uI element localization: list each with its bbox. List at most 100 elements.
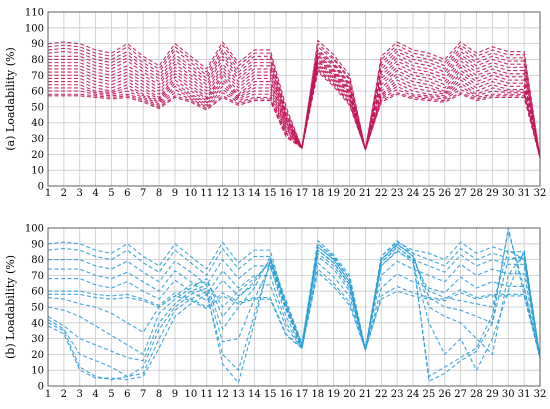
y-tick-label: 110 [25, 8, 44, 19]
x-tick-label: 2 [61, 389, 67, 400]
series-line-b-13 [47, 246, 541, 358]
x-tick-label: 25 [423, 188, 436, 199]
y-tick-label: 10 [31, 166, 44, 177]
series-line-b-6 [48, 268, 541, 358]
y-tick-label: 0 [38, 382, 44, 393]
x-tick-label: 6 [124, 188, 130, 199]
x-tick-label: 5 [108, 389, 114, 400]
x-tick-label: 27 [454, 389, 467, 400]
y-tick-label: 20 [31, 350, 44, 361]
y-tick-label: 80 [31, 55, 44, 66]
x-tick-label: 12 [216, 389, 229, 400]
x-tick-label: 17 [296, 188, 309, 199]
y-tick-label: 70 [31, 71, 44, 82]
y-tick-label: 60 [31, 87, 44, 98]
x-tick-label: 29 [486, 188, 499, 199]
x-tick-label: 10 [184, 389, 197, 400]
x-tick-label: 27 [454, 188, 467, 199]
series-line-a-18 [48, 71, 541, 158]
x-tick-label: 8 [156, 389, 162, 400]
plot-area [48, 12, 540, 186]
x-tick-label: 13 [232, 389, 245, 400]
x-tick-label: 15 [264, 389, 277, 400]
x-tick-label: 29 [486, 389, 499, 400]
series-line-a-10 [48, 58, 541, 158]
y-tick-label: 40 [31, 318, 44, 329]
x-tick-label: 13 [232, 188, 245, 199]
x-tick-label: 3 [77, 188, 83, 199]
y-tick-label: 40 [31, 118, 44, 129]
x-tick-label: 1 [45, 188, 51, 199]
x-tick-label: 18 [311, 188, 324, 199]
x-tick-label: 26 [438, 389, 451, 400]
series-line-a-16 [48, 68, 541, 158]
x-tick-label: 30 [502, 389, 515, 400]
y-tick-label: 80 [31, 255, 44, 266]
series-line-b-3 [48, 249, 541, 358]
x-tick-label: 17 [296, 389, 309, 400]
panel-b-chart: 1 2 3 4 5 6 7 8 9 10 11 12 13 14 15 16 17 18 19 20 21 22 23 24 2… [4, 224, 546, 401]
panel-a-chart: 1 2 3 4 5 6 7 8 9 10 11 12 13 14 15 16 17 18 19 20 21 22 23 24 2… [4, 8, 546, 200]
y-tick-label: 100 [25, 23, 44, 34]
x-tick-label: 7 [140, 188, 146, 199]
series-line-b-12 [47, 243, 541, 358]
x-tick-label: 3 [77, 389, 83, 400]
x-tick-label: 2 [61, 188, 67, 199]
series-line-a-14 [48, 65, 541, 158]
x-tick-label: 21 [359, 188, 372, 199]
series-line-a-2 [47, 43, 541, 158]
x-tick-label: 23 [391, 389, 404, 400]
series-line-a-17 [48, 69, 541, 158]
x-tick-label: 22 [375, 389, 388, 400]
series-line-b-2 [47, 243, 541, 358]
y-tick-label: 100 [25, 224, 44, 235]
x-tick-label: 9 [172, 188, 178, 199]
y-tick-label: 60 [31, 287, 44, 298]
series-line-a-11 [48, 60, 541, 158]
series-line-b-8 [47, 227, 541, 384]
y-tick-label: 70 [31, 271, 44, 282]
x-tick-label: 24 [407, 389, 420, 400]
x-tick-label: 31 [518, 188, 531, 199]
x-tick-label: 10 [184, 188, 197, 199]
series-line-a-9 [48, 57, 541, 158]
series-line-b-5 [48, 262, 541, 358]
series-line-a-12 [48, 62, 541, 158]
x-tick-label: 28 [470, 188, 483, 199]
x-tick-label: 20 [343, 188, 356, 199]
plot-frame [47, 11, 541, 187]
y-tick-label: 90 [31, 39, 44, 50]
series-line-a-6 [48, 52, 541, 158]
y-tick-label: 90 [31, 239, 44, 250]
y-tick-label: 50 [31, 303, 44, 314]
x-tick-label: 9 [172, 389, 178, 400]
series-line-a-8 [48, 55, 541, 158]
x-tick-label: 6 [124, 389, 130, 400]
x-tick-label: 23 [391, 188, 404, 199]
x-tick-label: 24 [407, 188, 420, 199]
x-tick-label: 12 [216, 188, 229, 199]
x-tick-label: 25 [423, 389, 436, 400]
y-tick-label: 20 [31, 150, 44, 161]
x-tick-label: 19 [327, 188, 340, 199]
x-tick-label: 18 [311, 389, 324, 400]
x-tick-label: 11 [200, 389, 213, 400]
y-axis-title: (b) Loadability (%) [4, 255, 17, 359]
x-tick-label: 15 [264, 188, 277, 199]
x-tick-label: 4 [92, 188, 98, 199]
x-tick-label: 31 [518, 389, 531, 400]
series-line-a-7 [48, 54, 541, 158]
series-line-b-7 [48, 271, 541, 358]
x-tick-label: 32 [534, 188, 547, 199]
y-tick-label: 50 [31, 102, 44, 113]
x-tick-label: 7 [140, 389, 146, 400]
series-line-a-1 [47, 39, 541, 158]
x-tick-label: 14 [248, 389, 261, 400]
x-tick-label: 21 [359, 389, 372, 400]
x-tick-label: 14 [248, 188, 261, 199]
y-tick-label: 30 [31, 334, 44, 345]
x-tick-label: 16 [280, 389, 293, 400]
x-tick-label: 19 [327, 389, 340, 400]
x-tick-label: 32 [534, 389, 547, 400]
